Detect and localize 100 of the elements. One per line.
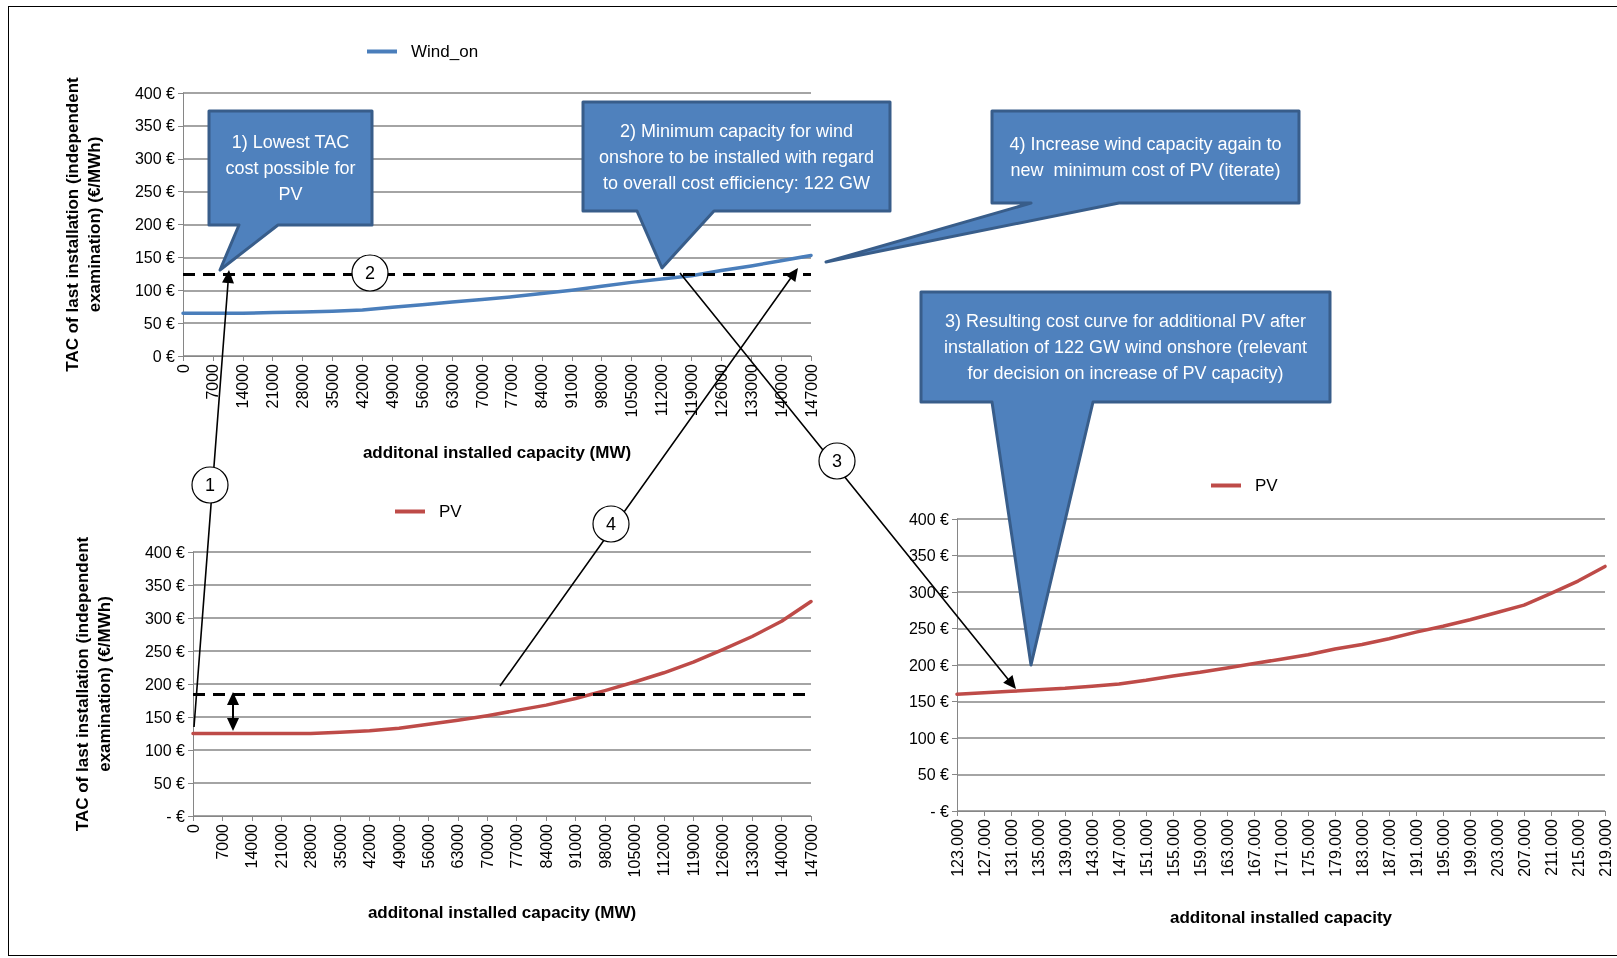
x-tick-label: 207.000	[1515, 818, 1533, 877]
x-tick-label: 195.000	[1434, 818, 1452, 877]
x-tick-label: 126000	[714, 823, 732, 878]
x-tick-label: 42000	[353, 363, 371, 409]
annotation: 2) Minimum capacity for wind onshore to be installed with regard to overall cost efficiency: 122 GW	[597, 119, 876, 195]
x-tick-label: 70000	[478, 823, 496, 869]
x-tick-label: 84000	[537, 823, 555, 869]
x-tick-label: 219.000	[1596, 818, 1614, 877]
x-tick-label: 91000	[567, 823, 585, 869]
y-tick-label: 350 €	[134, 117, 176, 135]
y-tick-label: 50 €	[153, 774, 186, 792]
y-tick-label: 150 €	[908, 693, 950, 710]
y-tick-label: 0 €	[152, 347, 176, 365]
x-tick-label: 7000	[204, 363, 222, 400]
x-tick-label: 139.000	[1056, 818, 1074, 877]
y-tick-label: 200 €	[134, 216, 176, 233]
text: 4) Increase wind capacity again to new minimum cost of PV (iterate)	[1008, 133, 1283, 182]
x-tick-label: 167.000	[1245, 818, 1263, 877]
x-tick-label: 28000	[302, 823, 320, 869]
x-tick-label: 77000	[508, 823, 526, 869]
x-tick-label: 140000	[772, 363, 790, 418]
x-tick-label: 14000	[243, 823, 261, 869]
x-tick-label: 105000	[623, 363, 641, 418]
line-series	[955, 564, 1607, 696]
y-tick-label: 50 €	[917, 766, 950, 783]
x-tick-label: 151.000	[1137, 818, 1155, 877]
text: 3) Resulting cost curve for additional PV after installation of 122 GW wind onshore (relevant for decision on increase of PV capacity)	[942, 310, 1309, 385]
x-tick-label: 98000	[596, 823, 614, 869]
text: 3	[831, 451, 843, 471]
x-tick-label: 0	[174, 363, 192, 373]
text: 1	[204, 475, 216, 495]
legend-label: PV	[1255, 476, 1279, 495]
x-axis-title: additonal installed capacity (MW)	[367, 903, 637, 922]
x-tick-label: 84000	[533, 363, 551, 409]
x-tick-label: 135.000	[1029, 818, 1047, 877]
x-tick-label: 163.000	[1218, 818, 1236, 877]
x-tick-label: 131.000	[1002, 818, 1020, 877]
x-tick-label: 112000	[652, 363, 670, 417]
y-tick-label: 300 €	[908, 583, 950, 601]
x-axis-title: additonal installed capacity (MW)	[362, 443, 632, 462]
y-tick-label: 250 €	[144, 642, 186, 660]
x-tick-label: 147000	[802, 363, 820, 418]
y-tick-label: 350 €	[144, 576, 186, 594]
x-tick-label: 171.000	[1272, 818, 1290, 877]
y-tick-label: - €	[930, 802, 950, 820]
y-tick-label: 300 €	[144, 609, 186, 627]
y-tick-label: 100 €	[134, 281, 176, 299]
x-tick-label: 21000	[264, 363, 282, 409]
x-tick-label: 91000	[563, 363, 581, 409]
x-tick-label: 133000	[743, 823, 761, 878]
y-tick-label: 400 €	[134, 84, 176, 102]
y-tick-label: 50 €	[143, 314, 176, 332]
x-tick-label: 105000	[625, 823, 643, 878]
x-tick-label: 179.000	[1326, 818, 1344, 877]
y-tick-label: 300 €	[134, 150, 176, 168]
x-tick-label: 56000	[413, 363, 431, 409]
x-tick-label: 35000	[331, 823, 349, 869]
x-tick-label: 21000	[272, 823, 290, 869]
text: 4	[605, 514, 617, 534]
x-tick-label: 119000	[682, 363, 700, 417]
annotation: 2	[364, 263, 376, 283]
x-tick-label: 140000	[773, 823, 791, 878]
x-tick-label: 123.000	[948, 818, 966, 877]
y-tick-label: 400 €	[908, 510, 950, 528]
y-tick-label: 150 €	[144, 708, 186, 726]
x-tick-label: 28000	[294, 363, 312, 409]
x-tick-label: 191.000	[1407, 818, 1425, 877]
x-tick-label: 63000	[443, 363, 461, 409]
x-tick-label: 119000	[684, 823, 702, 877]
line-series	[181, 253, 813, 316]
x-tick-label: 35000	[324, 363, 342, 409]
x-tick-label: 112000	[655, 823, 673, 877]
x-tick-label: 183.000	[1353, 818, 1371, 877]
y-tick-label: 250 €	[908, 620, 950, 637]
x-tick-label: 211.000	[1542, 818, 1560, 876]
x-tick-label: 98000	[593, 363, 611, 409]
legend-label: Wind_on	[411, 42, 479, 61]
y-tick-label: 400 €	[144, 543, 186, 561]
x-tick-label: 203.000	[1488, 818, 1506, 877]
y-tick-label: 350 €	[908, 547, 950, 564]
x-tick-label: 126000	[712, 363, 730, 418]
x-tick-label: 159.000	[1191, 818, 1209, 877]
x-tick-label: 199.000	[1461, 818, 1479, 877]
x-tick-label: 14000	[234, 363, 252, 409]
x-tick-label: 56000	[419, 823, 437, 869]
x-tick-label: 215.000	[1569, 818, 1587, 877]
y-tick-label: 100 €	[908, 729, 950, 747]
x-tick-label: 49000	[390, 823, 408, 869]
y-tick-label: 200 €	[144, 675, 186, 693]
x-tick-label: 133000	[742, 363, 760, 418]
x-tick-label: 187.000	[1380, 818, 1398, 877]
y-axis-title: TAC of last installation (independent examination) (€/MWh)	[62, 76, 104, 372]
x-tick-label: 0	[184, 823, 202, 833]
x-tick-label: 127.000	[975, 818, 993, 877]
y-tick-label: 200 €	[908, 656, 950, 674]
x-tick-label: 77000	[503, 363, 521, 409]
x-tick-label: 49000	[383, 363, 401, 409]
x-tick-label: 7000	[213, 823, 231, 860]
x-tick-label: 42000	[361, 823, 379, 869]
y-tick-label: 150 €	[134, 248, 176, 266]
